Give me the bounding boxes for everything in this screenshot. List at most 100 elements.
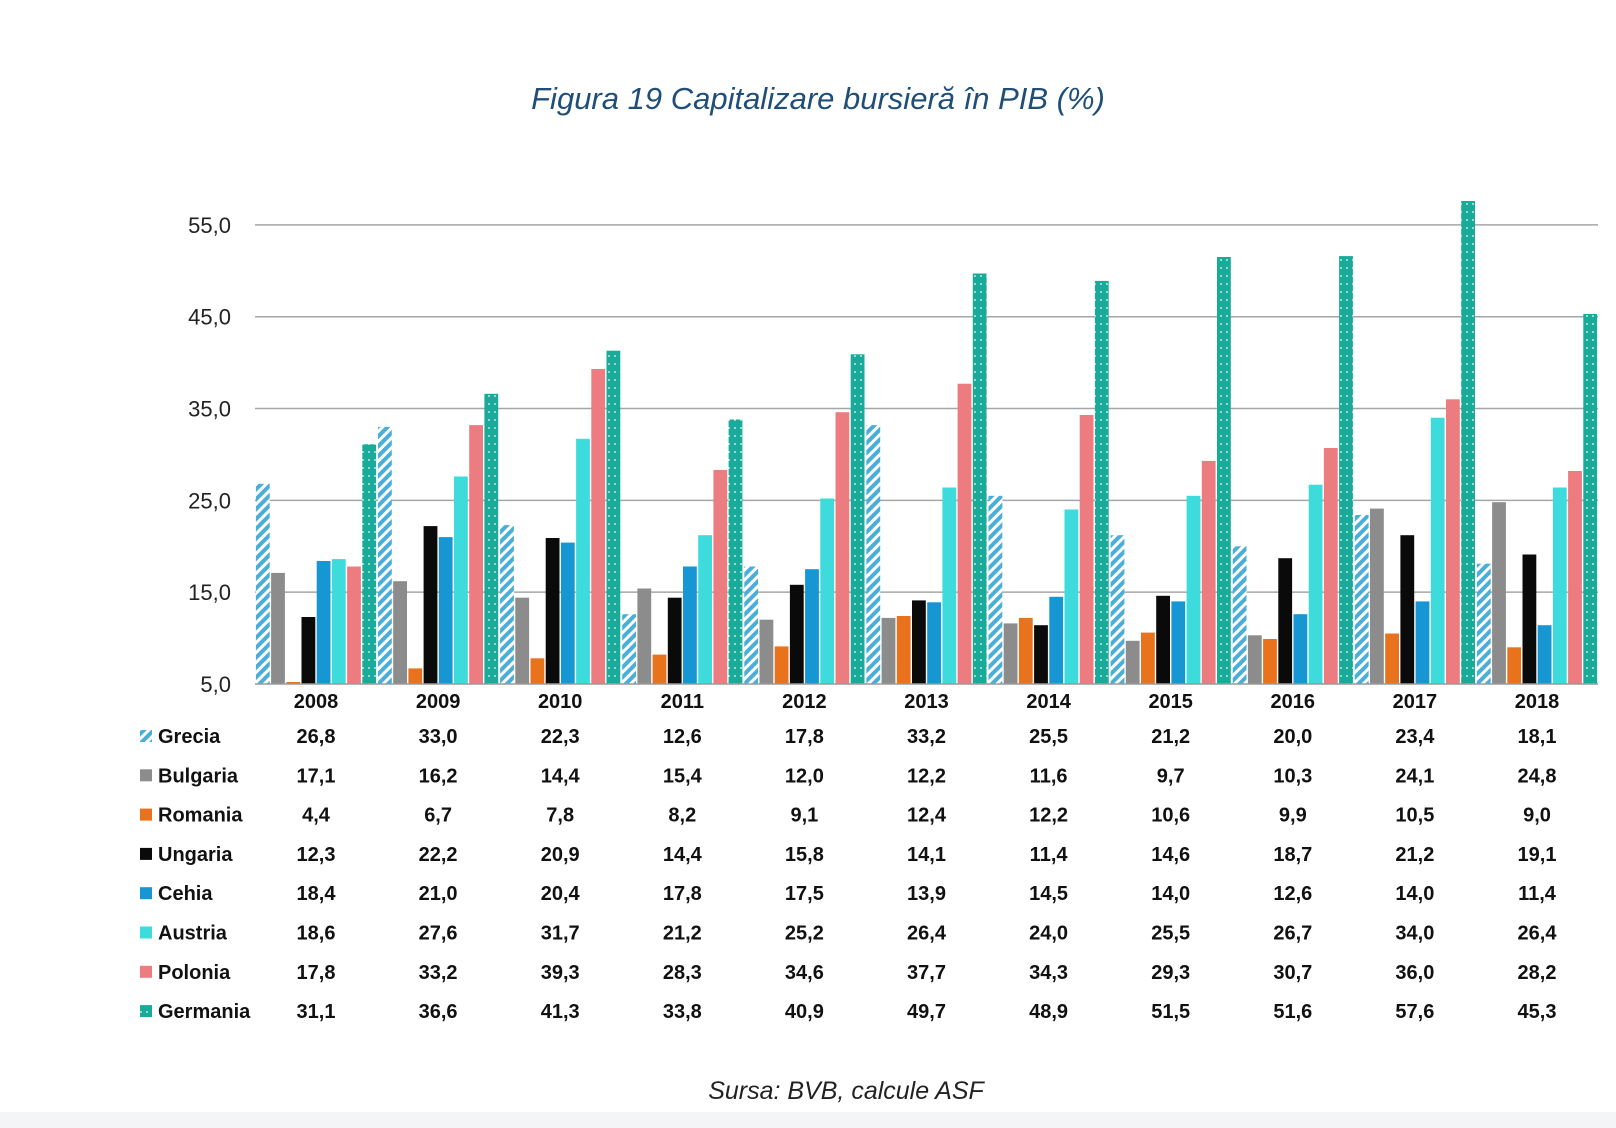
bar-romania-2014: [1018, 617, 1033, 684]
table-cell: 21,2: [1151, 726, 1190, 748]
bar-bulgaria-2015: [1125, 640, 1140, 684]
y-tick-label: 45,0: [188, 305, 231, 330]
year-labels: 2008 2009 2010 2011 2012 2013 2014 2015 2016 2017…: [294, 691, 1560, 713]
bar-cehia-2014: [1049, 596, 1064, 684]
bar-germania-2011: [728, 419, 743, 684]
table-cell: 10,5: [1395, 805, 1434, 827]
bar-romania-2018: [1507, 647, 1522, 684]
bar-polonia-2013: [957, 383, 972, 684]
bar-germania-2016: [1339, 256, 1353, 684]
table-cell: 17,8: [297, 962, 336, 984]
legend-key-cehia: [140, 887, 152, 900]
table-cell: 23,4: [1395, 726, 1435, 748]
bar-austria-2014: [1064, 509, 1079, 684]
table-cell: 12,6: [663, 726, 702, 748]
legend-key-ungaria: [140, 847, 152, 860]
bar-ungaria-2017: [1400, 535, 1415, 684]
table-cell: 19,1: [1518, 844, 1557, 866]
table-cell: 14,0: [1395, 883, 1434, 905]
table-cell: 12,2: [1029, 805, 1068, 827]
page-bottom-shade: [0, 1112, 1616, 1128]
bar-cehia-2012: [805, 569, 819, 684]
bar-bulgaria-2010: [515, 597, 530, 684]
x-tick-label: 2018: [1515, 691, 1560, 713]
bar-cehia-2010: [560, 542, 575, 684]
legend-key-austria: [140, 926, 152, 939]
bar-germania-2017: [1461, 201, 1475, 684]
table-cell: 33,0: [419, 726, 458, 748]
bar-austria-2008: [331, 559, 346, 684]
bar-romania-2016: [1263, 639, 1277, 684]
table-cell: 6,7: [424, 805, 452, 827]
legend-key-bulgaria: [140, 769, 152, 782]
x-tick-label: 2014: [1026, 691, 1071, 713]
bar-germania-2009: [484, 393, 499, 684]
table-cell: 51,5: [1151, 1001, 1190, 1023]
bar-ungaria-2015: [1156, 595, 1170, 684]
bar-ungaria-2018: [1522, 554, 1537, 684]
chart-title: Figura 19 Capitalizare bursieră în PIB (…: [531, 81, 1105, 116]
table-cell: 9,0: [1523, 805, 1551, 827]
table-cell: 17,1: [297, 765, 336, 787]
table-cell: 26,8: [297, 726, 336, 748]
table-cell: 34,3: [1029, 962, 1068, 984]
bar-cehia-2015: [1171, 601, 1186, 684]
bar-ungaria-2011: [667, 597, 682, 684]
legend-label-cehia: Cehia: [158, 883, 213, 905]
bar-romania-2010: [530, 658, 545, 684]
table-cell: 41,3: [541, 1001, 580, 1023]
bar-austria-2010: [576, 438, 590, 684]
bar-group-2015: [1110, 257, 1231, 684]
bar-grecia-2011: [622, 614, 636, 684]
table-cell: 8,2: [668, 805, 696, 827]
table-cell: 12,4: [907, 805, 947, 827]
table-cell: 51,6: [1273, 1001, 1312, 1023]
bar-group-2014: [988, 280, 1109, 684]
bar-romania-2015: [1141, 632, 1155, 684]
table-cell: 14,1: [907, 844, 946, 866]
table-cell: 40,9: [785, 1001, 824, 1023]
bar-cehia-2009: [438, 537, 453, 684]
x-tick-label: 2013: [904, 691, 949, 713]
table-cell: 22,3: [541, 726, 580, 748]
table-cell: 17,8: [663, 883, 702, 905]
table-cell: 31,1: [297, 1001, 336, 1023]
bar-romania-2012: [774, 646, 789, 684]
table-cell: 28,3: [663, 962, 702, 984]
table-cell: 20,0: [1273, 726, 1312, 748]
table-cell: 15,8: [785, 844, 824, 866]
table-cell: 14,5: [1029, 883, 1068, 905]
legend-key-romania: [140, 808, 152, 821]
legend-label-germania: Germania: [158, 1001, 251, 1023]
bar-group-2011: [622, 419, 743, 684]
bar-grecia-2013: [866, 425, 881, 684]
y-tick-label: 55,0: [188, 213, 231, 238]
x-tick-label: 2010: [538, 691, 583, 713]
table-cell: 21,2: [663, 923, 702, 945]
bars: [255, 201, 1598, 684]
bar-grecia-2010: [500, 525, 514, 684]
data-table: Grecia 26,8 33,0 22,3 12,6 17,8 33,2 25,5 21,2 20…: [140, 726, 1557, 1023]
table-cell: 48,9: [1029, 1001, 1068, 1023]
x-tick-label: 2015: [1148, 691, 1193, 713]
table-cell: 4,4: [302, 805, 331, 827]
table-cell: 28,2: [1518, 962, 1557, 984]
legend-key-grecia: [140, 730, 152, 742]
table-cell: 24,1: [1395, 765, 1434, 787]
bar-bulgaria-2016: [1247, 635, 1262, 684]
bar-group-2012: [744, 354, 865, 684]
bar-group-2017: [1354, 201, 1475, 684]
table-cell: 18,6: [297, 923, 336, 945]
y-tick-label: 25,0: [188, 488, 231, 513]
x-tick-label: 2009: [416, 691, 461, 713]
legend-label-bulgaria: Bulgaria: [158, 765, 239, 787]
y-axis-ticks: 5,0 15,0 25,0 35,0 45,0 55,0: [188, 213, 231, 697]
table-cell: 26,7: [1273, 923, 1312, 945]
bar-austria-2018: [1552, 487, 1567, 684]
bar-grecia-2012: [744, 566, 759, 684]
bar-ungaria-2013: [912, 600, 926, 684]
table-cell: 49,7: [907, 1001, 946, 1023]
table-cell: 57,6: [1395, 1001, 1434, 1023]
table-cell: 26,4: [907, 923, 947, 945]
bar-grecia-2016: [1232, 546, 1247, 684]
